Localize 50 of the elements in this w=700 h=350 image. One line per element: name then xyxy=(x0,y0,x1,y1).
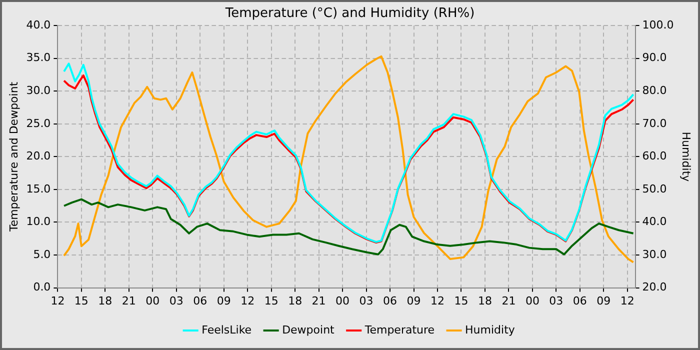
x-tick-label: 18 xyxy=(98,294,112,308)
x-tick-label: 18 xyxy=(288,294,302,308)
legend-label: Humidity xyxy=(465,323,516,336)
y2-tick-label: 90.0 xyxy=(642,51,667,64)
chart-title: Temperature (°C) and Humidity (RH%) xyxy=(224,6,475,22)
x-tick-label: 09 xyxy=(406,294,421,308)
x-tick-label: 21 xyxy=(122,294,136,308)
y-tick-label: 40.0 xyxy=(26,18,51,32)
x-tick-label: 15 xyxy=(74,294,88,308)
legend-label: FeelsLike xyxy=(202,323,252,336)
x-tick-label: 12 xyxy=(620,294,634,308)
y2-tick-label: 20.0 xyxy=(642,280,667,294)
y2-tick-label: 100.0 xyxy=(642,18,674,32)
y-axis-title: Temperature and Dewpoint xyxy=(7,81,20,233)
x-tick-label: 21 xyxy=(502,294,516,308)
y2-tick-label: 50.0 xyxy=(642,182,667,196)
y-tick-label: 30.0 xyxy=(26,84,51,98)
y2-tick-label: 30.0 xyxy=(642,248,667,261)
y-tick-label: 25.0 xyxy=(26,116,51,130)
y-tick-label: 15.0 xyxy=(26,182,51,196)
x-tick-label: 00 xyxy=(336,294,350,308)
x-tick-label: 12 xyxy=(50,294,65,308)
y2-tick-label: 70.0 xyxy=(642,116,667,130)
x-tick-label: 03 xyxy=(359,294,374,308)
y-tick-label: 35.0 xyxy=(26,51,51,64)
x-tick-label: 12 xyxy=(430,294,444,308)
x-tick-label: 12 xyxy=(240,294,255,308)
x-tick-label: 09 xyxy=(596,294,611,308)
y-tick-label: 5.0 xyxy=(33,248,51,261)
x-tick-label: 06 xyxy=(383,294,398,308)
y-tick-label: 10.0 xyxy=(26,215,51,228)
y2-tick-label: 80.0 xyxy=(642,84,667,98)
x-tick-label: 15 xyxy=(454,294,468,308)
y-tick-label: 0.0 xyxy=(33,280,51,294)
x-tick-label: 06 xyxy=(193,294,208,308)
legend-label: Dewpoint xyxy=(282,323,336,336)
x-tick-label: 00 xyxy=(146,294,160,308)
y-tick-label: 20.0 xyxy=(26,150,51,163)
x-tick-label: 09 xyxy=(216,294,231,308)
x-tick-label: 15 xyxy=(264,294,278,308)
y2-axis-title: Humidity xyxy=(680,132,693,182)
x-tick-label: 03 xyxy=(549,294,564,308)
legend-label: Temperature xyxy=(364,323,435,336)
y2-tick-label: 60.0 xyxy=(642,150,667,163)
x-tick-label: 03 xyxy=(169,294,184,308)
x-tick-label: 06 xyxy=(572,294,587,308)
x-tick-label: 18 xyxy=(478,294,492,308)
y2-tick-label: 40.0 xyxy=(642,215,667,228)
x-tick-label: 21 xyxy=(312,294,326,308)
x-tick-label: 00 xyxy=(525,294,540,308)
